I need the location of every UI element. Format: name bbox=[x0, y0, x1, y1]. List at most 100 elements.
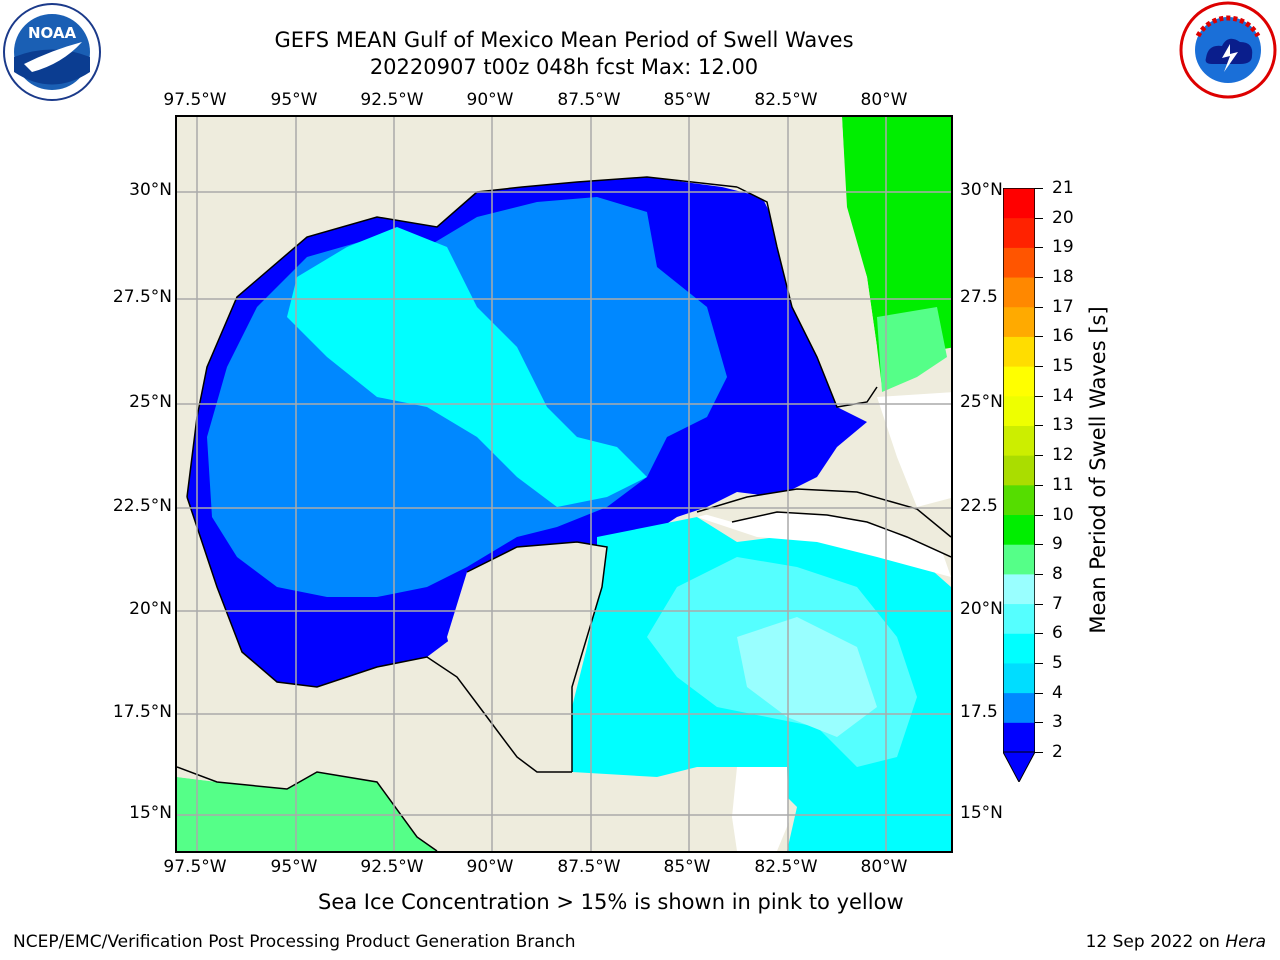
cuba-white bbox=[697, 497, 951, 577]
cuba-land bbox=[697, 489, 951, 557]
colorbar-band bbox=[1003, 247, 1035, 278]
colorbar-tick: 10 bbox=[1052, 504, 1074, 525]
colorbar-band bbox=[1003, 662, 1035, 694]
colorbar-tick-mark bbox=[1035, 188, 1043, 189]
colorbar-tick: 15 bbox=[1052, 356, 1074, 377]
colorbar-tick: 3 bbox=[1052, 712, 1063, 733]
north-coast-land bbox=[177, 117, 737, 507]
colorbar-tick-mark bbox=[1035, 247, 1043, 249]
colorbar-tick-mark bbox=[1035, 573, 1043, 575]
colorbar-band bbox=[1003, 188, 1035, 219]
colorbar-band bbox=[1003, 544, 1035, 575]
colorbar-tick-mark bbox=[1035, 752, 1043, 753]
colorbar-label: Mean Period of Swell Waves [s] bbox=[1086, 306, 1110, 634]
colorbar-tick: 19 bbox=[1052, 237, 1074, 258]
colorbar-tick-mark bbox=[1035, 425, 1043, 427]
lat-tick-left: 25°N bbox=[129, 392, 172, 412]
colorbar-tick-mark bbox=[1035, 455, 1043, 457]
colorbar-tick-mark bbox=[1035, 633, 1043, 635]
colorbar-tick-mark bbox=[1035, 544, 1043, 546]
colorbar-band bbox=[1003, 514, 1035, 545]
gulf-cyan bbox=[287, 227, 647, 507]
bahamas-white bbox=[877, 392, 951, 507]
colorbar-tick-mark bbox=[1035, 722, 1043, 724]
colorbar-tick: 2 bbox=[1052, 742, 1063, 762]
colorbar-band bbox=[1003, 366, 1035, 397]
missing-data-region bbox=[732, 767, 789, 851]
colorbar-tick-mark bbox=[1035, 306, 1043, 308]
colorbar-tick: 17 bbox=[1052, 296, 1074, 317]
lon-tick-bottom: 92.5°W bbox=[360, 857, 424, 877]
colorbar-tick-mark bbox=[1035, 514, 1043, 516]
colorbar-tick-mark bbox=[1035, 277, 1043, 279]
colorbar-tick: 21 bbox=[1052, 178, 1074, 198]
colorbar-band bbox=[1003, 455, 1035, 486]
footer-credit: NCEP/EMC/Verification Post Processing Pr… bbox=[13, 932, 576, 952]
colorbar-tick: 8 bbox=[1052, 563, 1063, 584]
colorbar-tick-mark bbox=[1035, 217, 1043, 219]
lat-tick-left: 22.5°N bbox=[112, 496, 172, 516]
footer-host: Hera bbox=[1225, 932, 1266, 952]
colorbar-tick-mark bbox=[1035, 484, 1043, 486]
footer-date-text: 12 Sep 2022 on bbox=[1085, 932, 1226, 952]
lat-tick-left: 30°N bbox=[129, 180, 172, 200]
lon-tick-top: 97.5°W bbox=[163, 90, 227, 110]
florida-land bbox=[737, 117, 877, 407]
colorbar-band bbox=[1003, 573, 1035, 605]
colorbar-band bbox=[1003, 722, 1035, 753]
lon-tick-bottom: 90°W bbox=[466, 857, 514, 877]
chart-title: GEFS MEAN Gulf of Mexico Mean Period of … bbox=[274, 28, 854, 52]
colorbar-tick: 12 bbox=[1052, 445, 1074, 466]
colorbar-tick: 5 bbox=[1052, 652, 1063, 673]
colorbar-tick-mark bbox=[1035, 662, 1043, 664]
map-panel bbox=[175, 115, 953, 853]
colorbar-band bbox=[1003, 217, 1035, 248]
colorbar-tick: 7 bbox=[1052, 593, 1063, 614]
lat-tick-right: 25°N bbox=[960, 392, 1003, 412]
colorbar-band bbox=[1003, 484, 1035, 516]
colorbar-band bbox=[1003, 336, 1035, 367]
colorbar-tick: 6 bbox=[1052, 623, 1063, 644]
colorbar-tick: 20 bbox=[1052, 207, 1074, 228]
lon-tick-top: 80°W bbox=[860, 90, 908, 110]
lon-tick-top: 95°W bbox=[270, 90, 318, 110]
colorbar-band bbox=[1003, 425, 1035, 456]
lon-tick-top: 92.5°W bbox=[360, 90, 424, 110]
colorbar bbox=[1002, 187, 1036, 784]
colorbar-tick: 13 bbox=[1052, 415, 1074, 436]
colorbar-tick-mark bbox=[1035, 336, 1043, 338]
lat-tick-right: 20°N bbox=[960, 599, 1003, 619]
lon-tick-top: 87.5°W bbox=[557, 90, 621, 110]
noaa-logo: NOAA bbox=[2, 2, 102, 102]
lon-tick-bottom: 87.5°W bbox=[557, 857, 621, 877]
lat-tick-left: 17.5°N bbox=[112, 702, 172, 722]
lat-tick-right: 27.5 bbox=[960, 287, 998, 307]
lon-tick-bottom: 97.5°W bbox=[163, 857, 227, 877]
lat-tick-left: 27.5°N bbox=[112, 287, 172, 307]
lon-tick-top: 85°W bbox=[663, 90, 711, 110]
caribbean-pale bbox=[737, 617, 877, 737]
nws-logo bbox=[1178, 0, 1278, 100]
colorbar-tick: 11 bbox=[1052, 474, 1074, 495]
colorbar-band bbox=[1003, 277, 1035, 308]
colorbar-tick: 9 bbox=[1052, 534, 1063, 555]
colorbar-band bbox=[1003, 603, 1035, 634]
colorbar-tick: 18 bbox=[1052, 267, 1074, 288]
colorbar-band bbox=[1003, 692, 1035, 723]
colorbar-tick: 14 bbox=[1052, 385, 1074, 406]
lon-tick-bottom: 95°W bbox=[270, 857, 318, 877]
lon-tick-bottom: 85°W bbox=[663, 857, 711, 877]
colorbar-extend-triangle bbox=[1002, 751, 1036, 784]
lon-tick-bottom: 80°W bbox=[860, 857, 908, 877]
atlantic-light-green bbox=[877, 307, 947, 392]
lon-tick-bottom: 82.5°W bbox=[754, 857, 818, 877]
svg-text:NOAA: NOAA bbox=[28, 24, 77, 42]
colorbar-tick: 16 bbox=[1052, 326, 1074, 347]
colorbar-tick: 4 bbox=[1052, 682, 1063, 703]
colorbar-band bbox=[1003, 306, 1035, 337]
lat-tick-right: 22.5 bbox=[960, 496, 998, 516]
pacific-swell-region bbox=[177, 772, 437, 851]
lat-tick-right: 30°N bbox=[960, 180, 1003, 200]
chart-subtitle: 20220907 t00z 048h fcst Max: 12.00 bbox=[369, 55, 759, 79]
mexico-land bbox=[177, 497, 572, 797]
